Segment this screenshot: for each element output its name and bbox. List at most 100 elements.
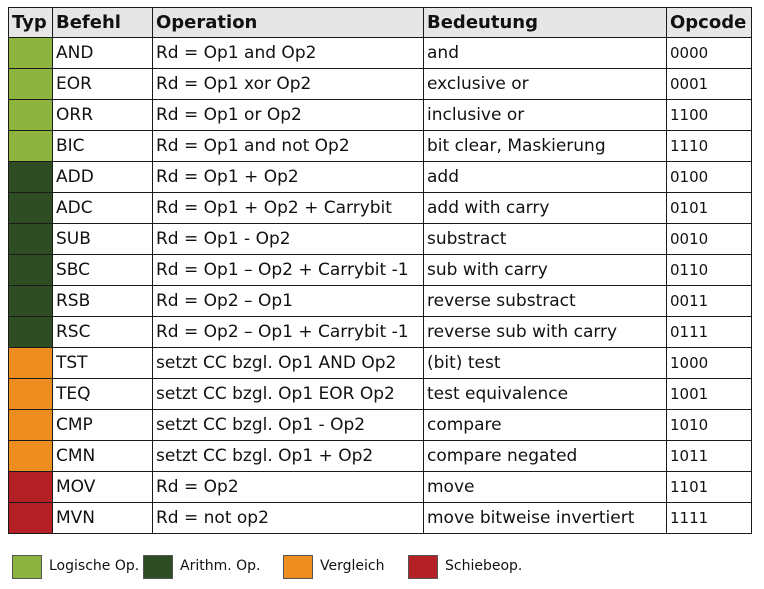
table-row: MVN Rd = not op2 move bitweise invertiert 1… — [8, 502, 752, 534]
meaning-cell: compare negated — [423, 440, 667, 472]
table-row: RSB Rd = Op2 – Op1 reverse substract 0011 — [8, 285, 752, 317]
type-color-cell — [8, 37, 53, 69]
operation-cell: Rd = Op1 or Op2 — [152, 99, 424, 131]
table-row: TST setzt CC bzgl. Op1 AND Op2 (bit) test 1… — [8, 347, 752, 379]
table-row: TEQ setzt CC bzgl. Op1 EOR Op2 test equiva… — [8, 378, 752, 410]
meaning-cell: move — [423, 471, 667, 503]
header-befehl: Befehl — [52, 7, 153, 38]
header-typ: Typ — [8, 7, 53, 38]
mnemonic-cell: RSB — [52, 285, 153, 317]
opcode-cell: 1001 — [666, 378, 752, 410]
legend-label: Schiebeop. — [445, 558, 523, 574]
operation-cell: Rd = Op1 xor Op2 — [152, 68, 424, 100]
legend-label: Logische Op. — [49, 558, 140, 574]
table-body: AND Rd = Op1 and Op2 and 0000 EOR Rd = Op1 xo… — [8, 37, 752, 534]
opcode-cell: 1000 — [666, 347, 752, 379]
operation-cell: setzt CC bzgl. Op1 AND Op2 — [152, 347, 424, 379]
mnemonic-cell: AND — [52, 37, 153, 69]
table-row: SUB Rd = Op1 - Op2 substract 0010 — [8, 223, 752, 255]
type-color-cell — [8, 161, 53, 193]
operation-cell: Rd = Op1 + Op2 — [152, 161, 424, 193]
operation-cell: Rd = Op1 – Op2 + Carrybit -1 — [152, 254, 424, 286]
opcode-cell: 1010 — [666, 409, 752, 441]
mnemonic-cell: SUB — [52, 223, 153, 255]
type-color-cell — [8, 471, 53, 503]
mnemonic-cell: CMP — [52, 409, 153, 441]
opcode-cell: 0000 — [666, 37, 752, 69]
meaning-cell: reverse substract — [423, 285, 667, 317]
opcode-cell: 1011 — [666, 440, 752, 472]
table-row: CMN setzt CC bzgl. Op1 + Op2 compare negat… — [8, 440, 752, 472]
type-color-cell — [8, 192, 53, 224]
table-row: SBC Rd = Op1 – Op2 + Carrybit -1 sub with … — [8, 254, 752, 286]
legend-swatch — [143, 555, 173, 579]
mnemonic-cell: MVN — [52, 502, 153, 534]
operation-cell: setzt CC bzgl. Op1 - Op2 — [152, 409, 424, 441]
meaning-cell: exclusive or — [423, 68, 667, 100]
legend-label: Arithm. Op. — [180, 558, 261, 574]
opcode-cell: 0100 — [666, 161, 752, 193]
operation-cell: Rd = Op1 and Op2 — [152, 37, 424, 69]
instruction-table: Typ Befehl Operation Bedeutung Opcode AN… — [8, 7, 752, 534]
operation-cell: Rd = not op2 — [152, 502, 424, 534]
type-color-cell — [8, 130, 53, 162]
opcode-cell: 0010 — [666, 223, 752, 255]
meaning-cell: inclusive or — [423, 99, 667, 131]
legend-label: Vergleich — [320, 558, 385, 574]
mnemonic-cell: ADC — [52, 192, 153, 224]
opcode-cell: 1111 — [666, 502, 752, 534]
mnemonic-cell: CMN — [52, 440, 153, 472]
table-row: MOV Rd = Op2 move 1101 — [8, 471, 752, 503]
opcode-cell: 0001 — [666, 68, 752, 100]
mnemonic-cell: SBC — [52, 254, 153, 286]
type-color-cell — [8, 285, 53, 317]
mnemonic-cell: ADD — [52, 161, 153, 193]
type-color-cell — [8, 378, 53, 410]
meaning-cell: (bit) test — [423, 347, 667, 379]
legend-swatch — [12, 555, 42, 579]
legend-swatch — [283, 555, 313, 579]
type-color-cell — [8, 254, 53, 286]
type-legend: Logische Op. Arithm. Op. Vergleich Schiebeo… — [12, 553, 752, 581]
meaning-cell: bit clear, Maskierung — [423, 130, 667, 162]
type-color-cell — [8, 223, 53, 255]
header-opcode: Opcode — [666, 7, 752, 38]
opcode-cell: 0101 — [666, 192, 752, 224]
operation-cell: setzt CC bzgl. Op1 EOR Op2 — [152, 378, 424, 410]
type-color-cell — [8, 68, 53, 100]
table-row: BIC Rd = Op1 and not Op2 bit clear, Maskie… — [8, 130, 752, 162]
meaning-cell: reverse sub with carry — [423, 316, 667, 348]
type-color-cell — [8, 502, 53, 534]
meaning-cell: add — [423, 161, 667, 193]
meaning-cell: and — [423, 37, 667, 69]
table-row: RSC Rd = Op2 – Op1 + Carrybit -1 reverse s… — [8, 316, 752, 348]
meaning-cell: test equivalence — [423, 378, 667, 410]
meaning-cell: compare — [423, 409, 667, 441]
opcode-cell: 1110 — [666, 130, 752, 162]
operation-cell: setzt CC bzgl. Op1 + Op2 — [152, 440, 424, 472]
mnemonic-cell: MOV — [52, 471, 153, 503]
mnemonic-cell: EOR — [52, 68, 153, 100]
opcode-cell: 0110 — [666, 254, 752, 286]
table-row: ADD Rd = Op1 + Op2 add 0100 — [8, 161, 752, 193]
operation-cell: Rd = Op2 – Op1 + Carrybit -1 — [152, 316, 424, 348]
operation-cell: Rd = Op1 + Op2 + Carrybit — [152, 192, 424, 224]
mnemonic-cell: RSC — [52, 316, 153, 348]
type-color-cell — [8, 99, 53, 131]
opcode-cell: 0011 — [666, 285, 752, 317]
meaning-cell: move bitweise invertiert — [423, 502, 667, 534]
operation-cell: Rd = Op1 - Op2 — [152, 223, 424, 255]
meaning-cell: add with carry — [423, 192, 667, 224]
table-row: AND Rd = Op1 and Op2 and 0000 — [8, 37, 752, 69]
table-row: CMP setzt CC bzgl. Op1 - Op2 compare 1010 — [8, 409, 752, 441]
header-operation: Operation — [152, 7, 424, 38]
legend-swatch — [408, 555, 438, 579]
table-row: EOR Rd = Op1 xor Op2 exclusive or 0001 — [8, 68, 752, 100]
type-color-cell — [8, 347, 53, 379]
opcode-cell: 0111 — [666, 316, 752, 348]
opcode-cell: 1100 — [666, 99, 752, 131]
mnemonic-cell: TEQ — [52, 378, 153, 410]
table-row: ORR Rd = Op1 or Op2 inclusive or 1100 — [8, 99, 752, 131]
header-row: Typ Befehl Operation Bedeutung Opcode — [8, 7, 752, 38]
opcode-cell: 1101 — [666, 471, 752, 503]
